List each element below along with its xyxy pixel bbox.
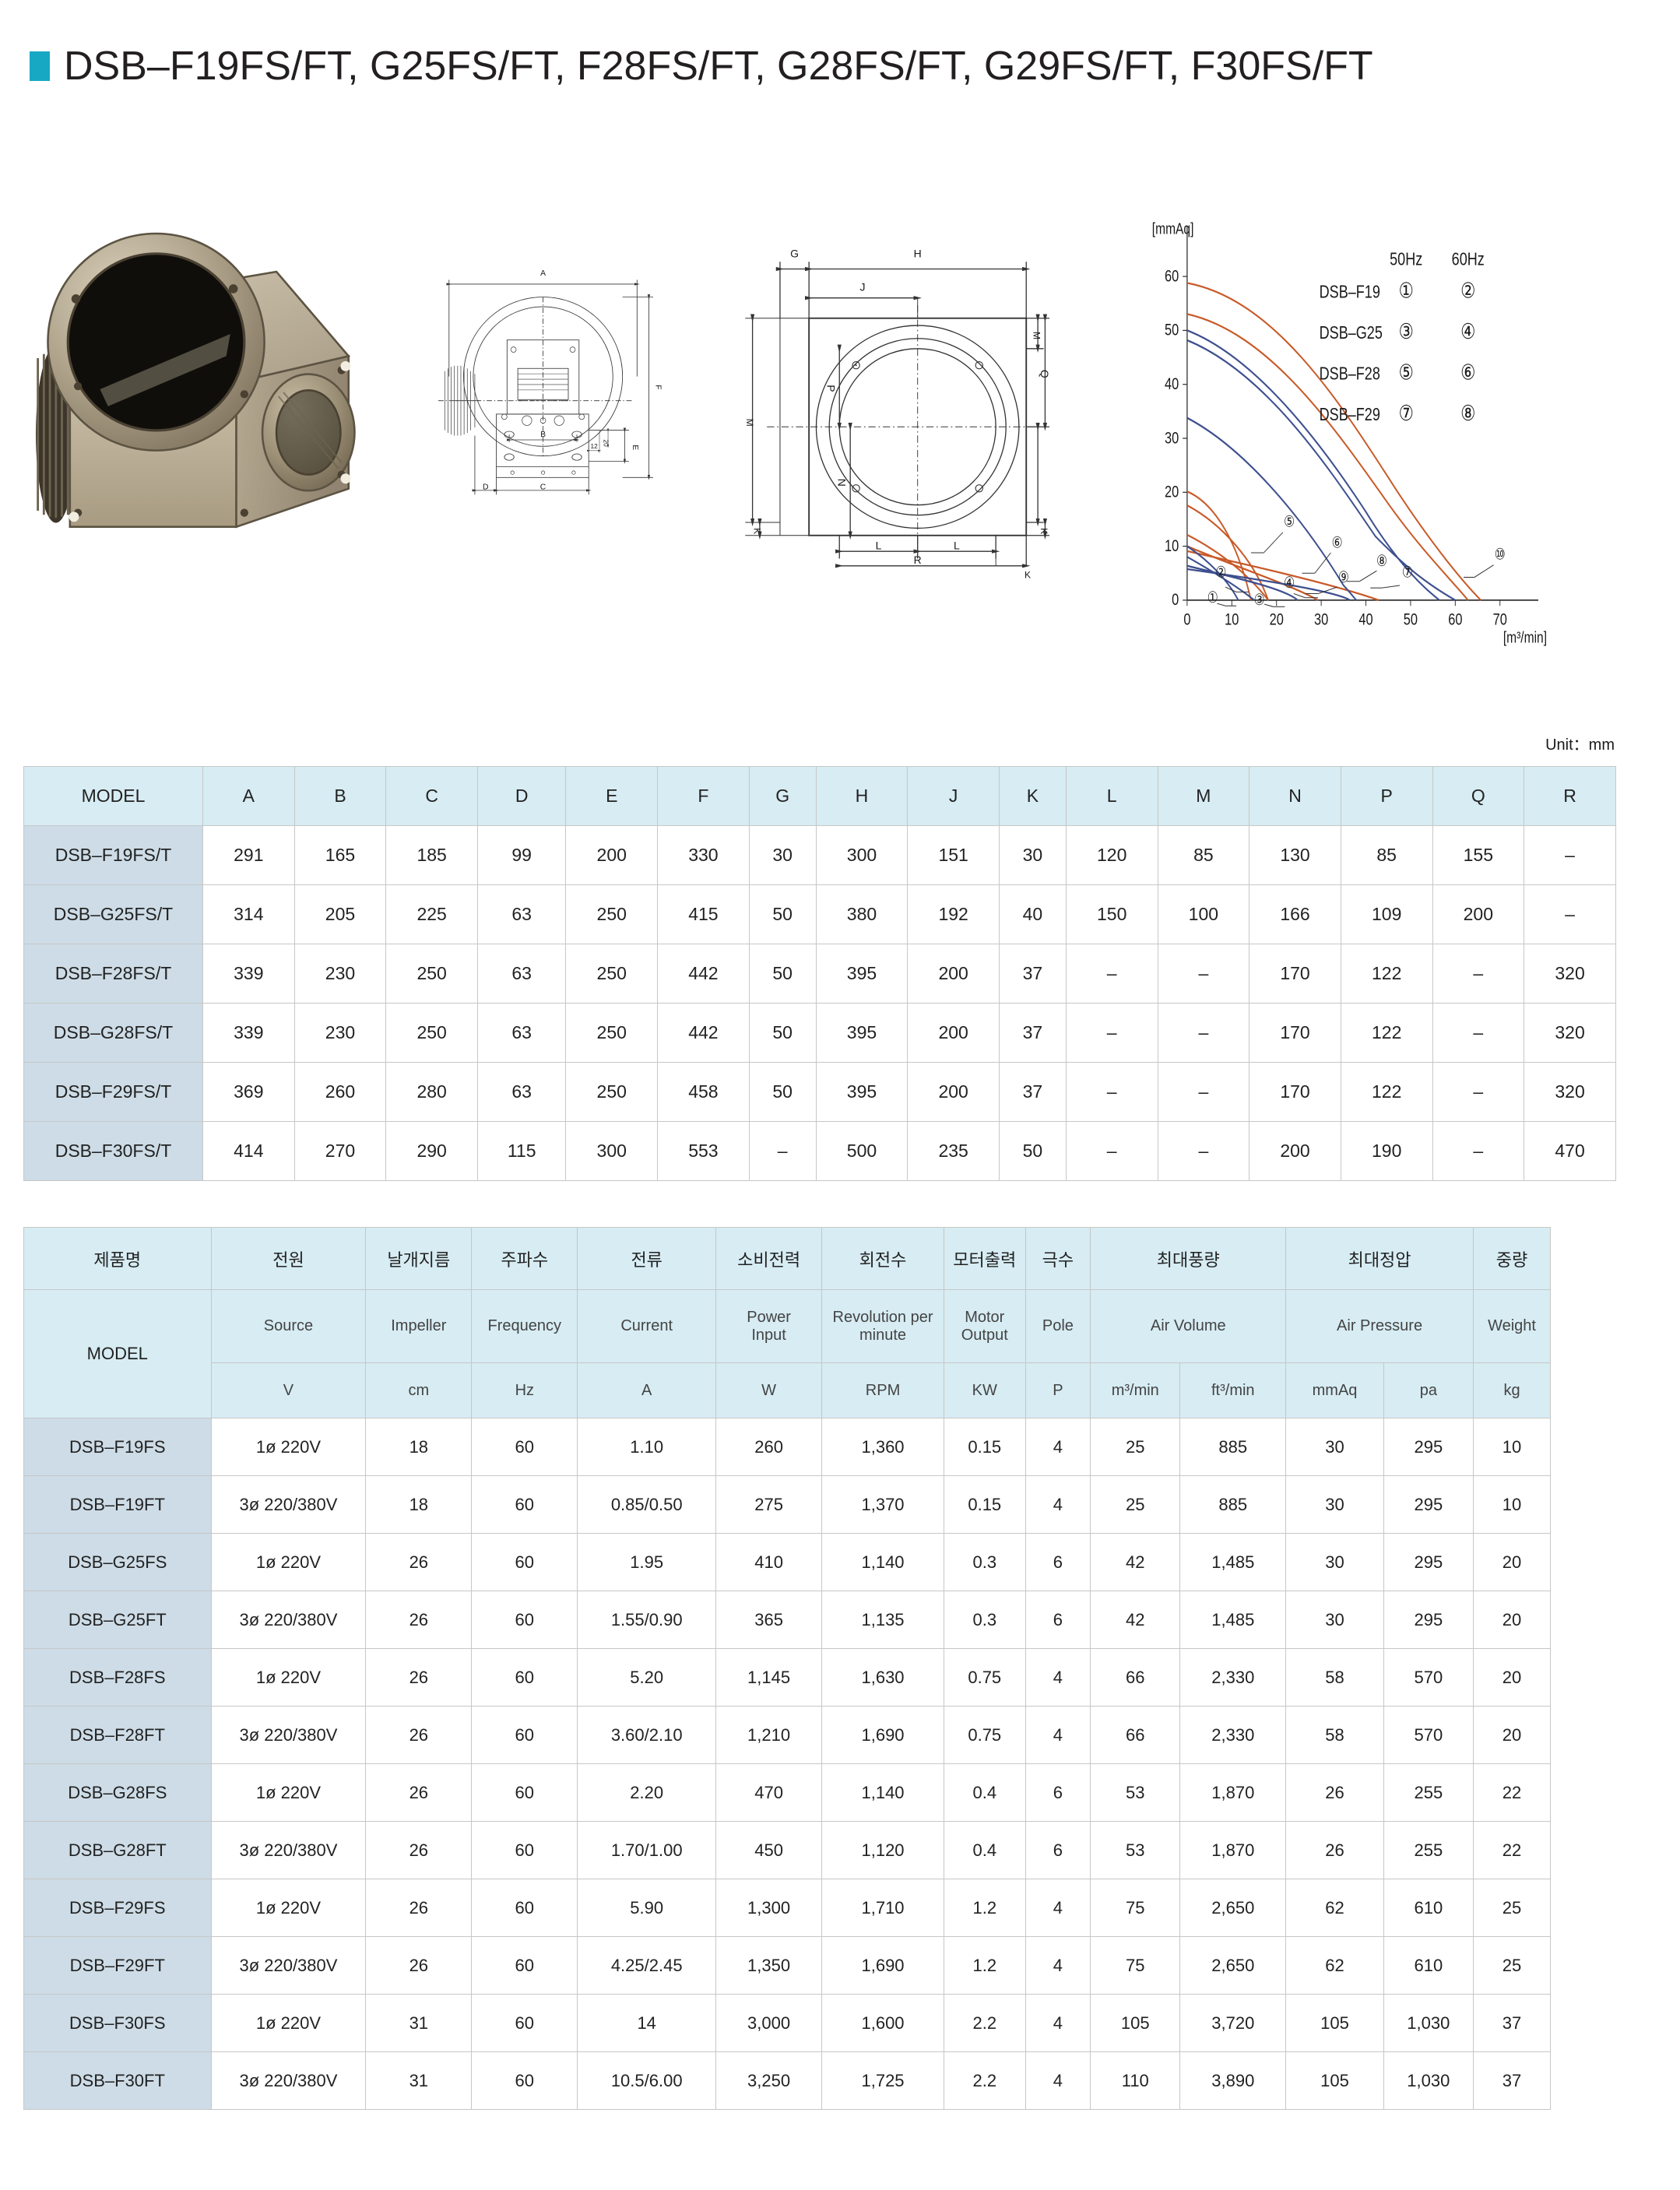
svg-text:40: 40 xyxy=(1358,610,1372,627)
svg-text:G: G xyxy=(790,248,799,260)
svg-text:J: J xyxy=(860,280,866,293)
svg-text:N: N xyxy=(835,479,848,487)
svg-text:A: A xyxy=(540,269,546,278)
svg-text:K: K xyxy=(751,528,762,534)
svg-text:⑦: ⑦ xyxy=(1402,564,1413,581)
svg-text:⑧: ⑧ xyxy=(1376,552,1387,569)
svg-text:Q: Q xyxy=(1039,370,1049,378)
svg-text:DSB–G25: DSB–G25 xyxy=(1320,323,1383,343)
svg-text:P: P xyxy=(824,385,837,392)
svg-text:50Hz: 50Hz xyxy=(1390,249,1422,269)
svg-text:40: 40 xyxy=(1165,374,1179,392)
svg-text:20: 20 xyxy=(603,440,610,448)
svg-text:M: M xyxy=(744,419,755,427)
svg-text:60: 60 xyxy=(1448,610,1462,627)
svg-text:10: 10 xyxy=(1165,536,1179,554)
svg-text:⑤: ⑤ xyxy=(1399,361,1414,385)
svg-text:DSB–F29: DSB–F29 xyxy=(1320,405,1380,425)
svg-text:①: ① xyxy=(1207,589,1218,606)
svg-text:F: F xyxy=(653,385,662,389)
svg-text:K: K xyxy=(1039,528,1049,534)
svg-text:③: ③ xyxy=(1254,591,1265,608)
svg-text:50: 50 xyxy=(1165,321,1179,339)
svg-text:60Hz: 60Hz xyxy=(1452,249,1485,269)
svg-text:①: ① xyxy=(1399,279,1414,303)
svg-text:70: 70 xyxy=(1493,610,1507,627)
svg-text:0: 0 xyxy=(1183,610,1190,627)
svg-text:⑥: ⑥ xyxy=(1332,534,1343,551)
svg-text:0: 0 xyxy=(1172,590,1179,608)
svg-text:20: 20 xyxy=(1165,483,1179,501)
svg-text:⑨: ⑨ xyxy=(1338,568,1349,585)
svg-text:12: 12 xyxy=(590,443,598,450)
svg-text:R: R xyxy=(914,554,922,566)
svg-text:B: B xyxy=(540,431,546,439)
svg-text:C: C xyxy=(540,483,547,492)
svg-text:DSB–F28: DSB–F28 xyxy=(1320,364,1380,384)
svg-text:10: 10 xyxy=(1225,610,1239,627)
svg-text:DSB–F19: DSB–F19 xyxy=(1320,282,1380,302)
svg-text:M: M xyxy=(1032,332,1042,339)
svg-text:L: L xyxy=(876,539,882,551)
svg-text:[m³/min]: [m³/min] xyxy=(1503,629,1547,646)
svg-text:②: ② xyxy=(1215,564,1226,581)
svg-text:30: 30 xyxy=(1165,428,1179,446)
svg-text:H: H xyxy=(914,248,922,260)
svg-text:50: 50 xyxy=(1404,610,1418,627)
svg-text:20: 20 xyxy=(1270,610,1284,627)
svg-text:④: ④ xyxy=(1460,320,1475,343)
svg-text:⑩: ⑩ xyxy=(1495,546,1506,563)
svg-text:[mmAq]: [mmAq] xyxy=(1152,220,1194,237)
svg-text:K: K xyxy=(1025,570,1031,581)
svg-text:⑤: ⑤ xyxy=(1284,513,1295,530)
svg-text:⑧: ⑧ xyxy=(1460,402,1475,425)
svg-text:⑥: ⑥ xyxy=(1460,361,1475,385)
svg-text:④: ④ xyxy=(1284,574,1295,591)
svg-text:②: ② xyxy=(1460,279,1475,303)
svg-text:30: 30 xyxy=(1314,610,1328,627)
svg-text:E: E xyxy=(631,445,639,450)
svg-text:D: D xyxy=(483,483,488,492)
svg-text:⑦: ⑦ xyxy=(1399,402,1414,425)
svg-text:60: 60 xyxy=(1165,266,1179,284)
svg-text:L: L xyxy=(954,539,960,551)
svg-text:③: ③ xyxy=(1399,320,1414,343)
